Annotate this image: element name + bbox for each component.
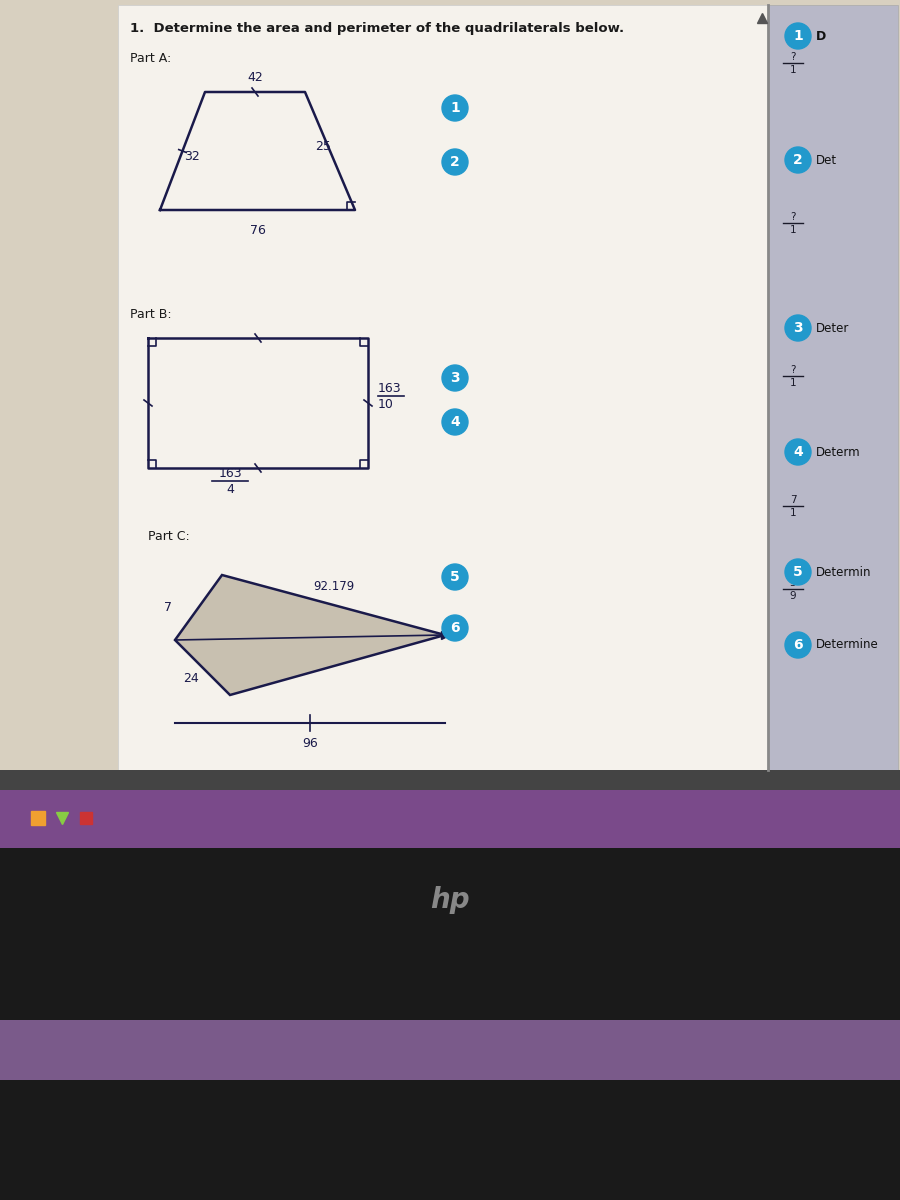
Circle shape: [785, 23, 811, 49]
FancyBboxPatch shape: [0, 1020, 900, 1080]
Text: D: D: [816, 30, 826, 42]
Text: 3: 3: [793, 320, 803, 335]
Text: 1.  Determine the area and perimeter of the quadrilaterals below.: 1. Determine the area and perimeter of t…: [130, 22, 624, 35]
Text: Part C:: Part C:: [148, 530, 190, 542]
Text: 1: 1: [789, 508, 796, 518]
Circle shape: [442, 564, 468, 590]
Text: 3: 3: [450, 371, 460, 385]
Circle shape: [785, 632, 811, 658]
Circle shape: [785, 559, 811, 584]
Text: 1: 1: [793, 29, 803, 43]
Text: 9: 9: [789, 590, 796, 601]
Text: Det: Det: [816, 154, 837, 167]
Text: 1: 1: [450, 101, 460, 115]
Circle shape: [442, 149, 468, 175]
Text: 7: 7: [789, 494, 796, 505]
Text: ?: ?: [790, 52, 796, 62]
Text: 163: 163: [378, 382, 401, 395]
Text: 2: 2: [450, 155, 460, 169]
Text: 1: 1: [789, 226, 796, 235]
Text: Determ: Determ: [816, 445, 860, 458]
FancyBboxPatch shape: [0, 0, 900, 775]
Text: 5: 5: [789, 578, 796, 588]
Text: 6: 6: [450, 622, 460, 635]
Text: 4: 4: [450, 415, 460, 428]
Circle shape: [442, 409, 468, 434]
Text: 25: 25: [315, 139, 331, 152]
Text: 24: 24: [183, 672, 199, 685]
Circle shape: [785, 314, 811, 341]
FancyBboxPatch shape: [0, 788, 900, 848]
Text: 96: 96: [302, 737, 318, 750]
Polygon shape: [175, 575, 445, 695]
Text: ?: ?: [790, 365, 796, 374]
Text: 163: 163: [218, 467, 242, 480]
Text: Part B:: Part B:: [130, 308, 172, 320]
Text: 92.179: 92.179: [313, 580, 354, 593]
Text: 5: 5: [793, 565, 803, 578]
Text: 1: 1: [789, 378, 796, 388]
Text: 42: 42: [248, 71, 263, 84]
Text: 1: 1: [789, 65, 796, 74]
FancyBboxPatch shape: [768, 5, 898, 770]
Text: 76: 76: [249, 224, 266, 236]
Text: 4: 4: [793, 445, 803, 458]
Circle shape: [442, 95, 468, 121]
FancyBboxPatch shape: [0, 848, 900, 1200]
FancyBboxPatch shape: [118, 5, 768, 770]
FancyBboxPatch shape: [0, 770, 900, 790]
Text: ?: ?: [790, 212, 796, 222]
Text: 32: 32: [184, 150, 200, 162]
Circle shape: [785, 146, 811, 173]
Text: 10: 10: [378, 398, 394, 410]
Text: Part A:: Part A:: [130, 52, 171, 65]
Text: Determine: Determine: [816, 638, 878, 652]
Text: 2: 2: [793, 152, 803, 167]
Text: 6: 6: [793, 638, 803, 652]
Text: hp: hp: [430, 886, 470, 914]
Text: Determin: Determin: [816, 565, 871, 578]
Circle shape: [442, 614, 468, 641]
Text: 5: 5: [450, 570, 460, 584]
Text: Deter: Deter: [816, 322, 850, 335]
Text: 7: 7: [164, 601, 172, 614]
Circle shape: [442, 365, 468, 391]
Text: 4: 4: [226, 482, 234, 496]
Circle shape: [785, 439, 811, 464]
